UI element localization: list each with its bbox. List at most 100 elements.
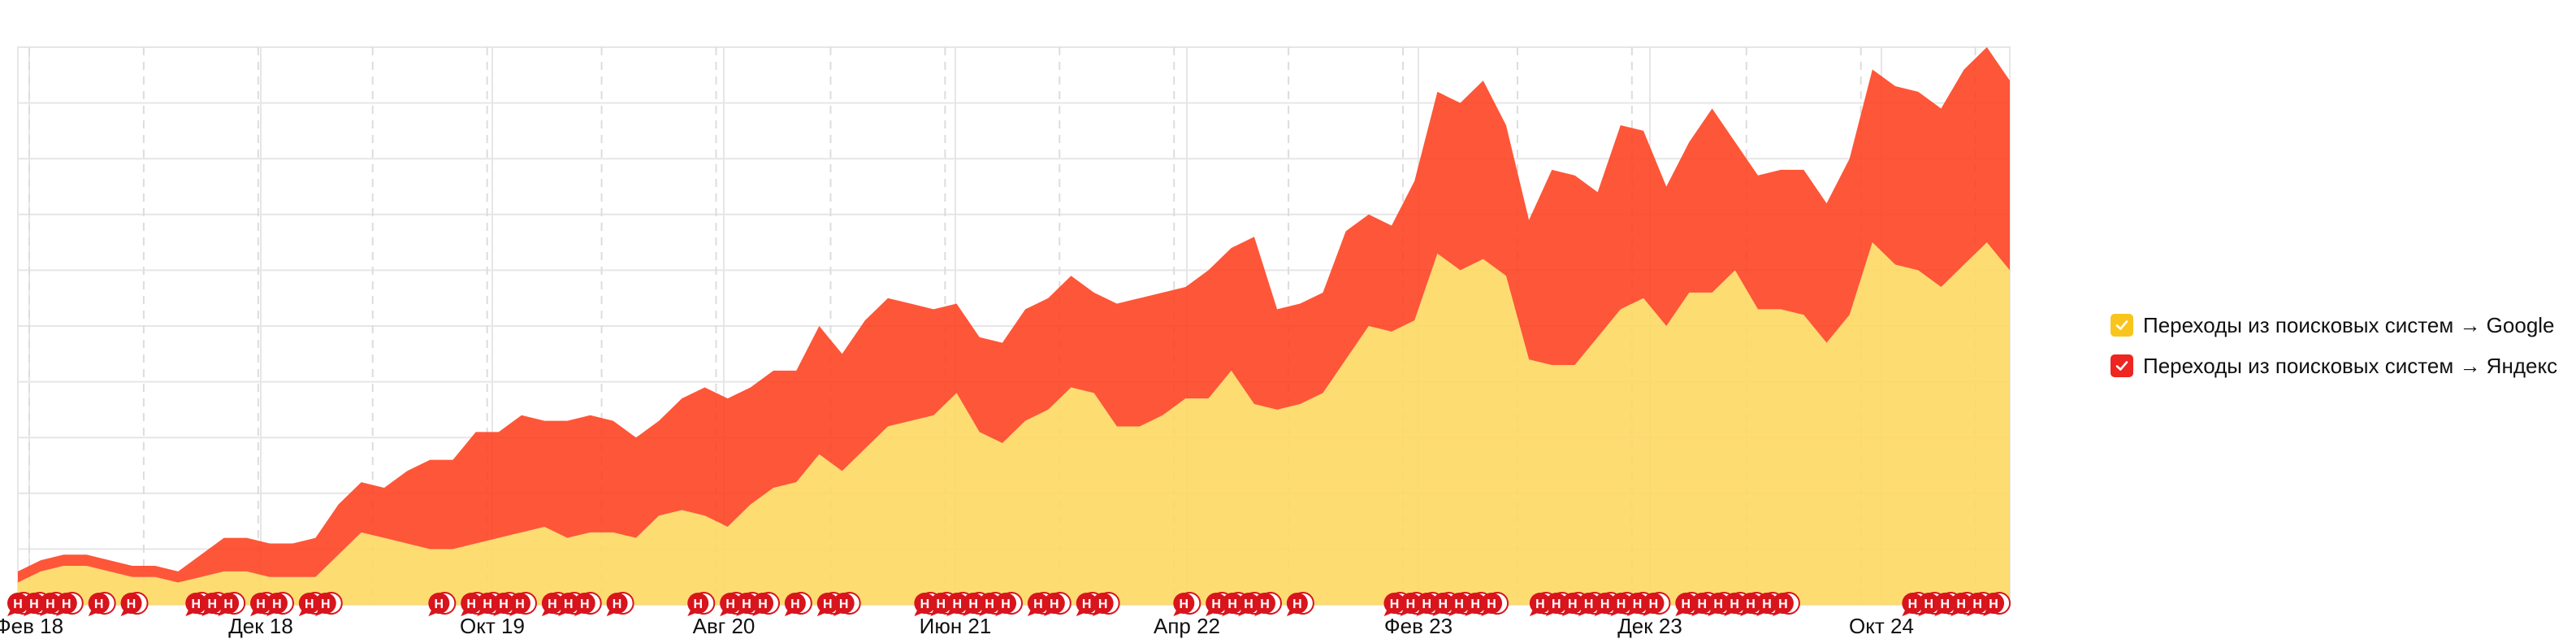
annotation-marker-label: H [1535,598,1545,611]
annotation-marker-label: H [192,598,201,611]
annotation-marker-label: H [435,598,444,611]
annotation-marker-label: H [1470,598,1480,611]
annotation-marker-label: H [1924,598,1934,611]
annotation-marker-label: H [1001,598,1011,611]
legend-label-google: Переходы из поисковых систем → Google [2143,312,2555,337]
annotation-marker-label: H [1211,598,1221,611]
x-tick-label: Авг 20 [693,614,755,638]
annotation-marker[interactable]: H [1772,592,1800,616]
annotation-marker-label: H [207,598,217,611]
legend-checkbox-google[interactable] [2111,314,2133,337]
x-axis: Фев 18 Дек 18 Окт 19 Авг 20 Июн 21 Апр 22 Фев … [0,614,1914,638]
annotation-marker[interactable]: H [1481,592,1509,616]
annotation-marker[interactable]: H [88,592,116,616]
annotation-marker-label: H [1454,598,1464,611]
annotation-marker-label: H [1390,598,1400,611]
annotation-marker[interactable]: H [1253,592,1282,616]
legend: Переходы из поисковых систем → Google Пе… [2111,305,2557,386]
annotation-marker[interactable]: H [314,592,343,616]
annotation-marker[interactable]: H [1643,592,1671,616]
annotation-marker-label: H [1033,598,1043,611]
annotation-marker-label: H [1697,598,1707,611]
annotation-marker[interactable]: H [1043,592,1072,616]
annotation-marker-label: H [1972,598,1982,611]
annotation-marker-label: H [1956,598,1966,611]
x-tick-label: Дек 23 [1617,614,1682,638]
annotation-marker[interactable]: H [55,592,84,616]
legend-item-yandex[interactable]: Переходы из поисковых систем → Яндекс [2111,346,2557,386]
annotation-marker-label: H [1989,598,1998,611]
annotation-marker[interactable]: H [833,592,861,616]
annotation-marker[interactable]: H [1286,592,1314,616]
annotation-marker-label: H [613,598,622,611]
annotation-marker[interactable]: H [687,592,716,616]
annotation-marker-label: H [223,598,233,611]
x-tick-label: Июн 21 [920,614,992,638]
annotation-marker-label: H [272,598,282,611]
annotation-marker-label: H [94,598,104,611]
annotation-marker-label: H [1940,598,1950,611]
annotation-marker-label: H [1682,598,1691,611]
annotation-marker-label: H [1649,598,1659,611]
annotation-marker-label: H [1227,598,1237,611]
annotation-marker[interactable]: H [995,592,1024,616]
series-area-1 [18,47,2010,583]
annotation-marker-label: H [29,598,39,611]
annotation-marker-label: H [952,598,962,611]
annotation-marker-label: H [321,598,331,611]
annotation-marker-label: H [1082,598,1092,611]
annotation-marker-label: H [127,598,136,611]
annotation-marker-label: H [1584,598,1594,611]
annotation-marker[interactable]: H [1092,592,1120,616]
annotation-marker[interactable]: H [266,592,294,616]
legend-item-google[interactable]: Переходы из поисковых систем → Google [2111,305,2557,346]
annotation-marker[interactable]: H [428,592,457,616]
annotation-marker-label: H [1487,598,1496,611]
x-tick-label: Апр 22 [1154,614,1220,638]
annotation-marker-label: H [693,598,703,611]
annotation-marker-label: H [1180,598,1189,611]
annotation-marker-label: H [466,598,476,611]
annotation-marker-label: H [1260,598,1270,611]
annotation-marker-label: H [580,598,590,611]
annotation-marker[interactable]: H [1983,592,2011,616]
annotation-marker[interactable]: H [752,592,781,616]
annotation-marker[interactable]: H [606,592,634,616]
x-tick-label: Окт 19 [460,614,525,638]
x-tick-label: Дек 18 [228,614,293,638]
annotation-marker[interactable]: H [509,592,537,616]
annotation-marker-label: H [1292,598,1302,611]
x-tick-label: Окт 24 [1849,614,1914,638]
annotation-marker-label: H [1746,598,1756,611]
annotation-marker[interactable]: H [120,592,149,616]
chart-areas [18,47,2010,605]
annotation-marker-label: H [62,598,71,611]
annotation-marker-label: H [823,598,833,611]
annotation-marker-label: H [1244,598,1253,611]
annotation-marker-label: H [305,598,314,611]
checkmark-icon [2115,320,2128,330]
annotation-marker-label: H [13,598,23,611]
annotation-marker-label: H [1568,598,1578,611]
annotation-marker-label: H [1438,598,1448,611]
legend-checkbox-yandex[interactable] [2111,354,2133,377]
annotation-marker-label: H [920,598,930,611]
annotation-marker-label: H [1908,598,1918,611]
annotation-marker-label: H [985,598,994,611]
annotation-marker[interactable]: H [218,592,246,616]
annotation-marker-label: H [725,598,735,611]
annotation-marker-label: H [45,598,55,611]
annotation-marker[interactable]: H [1173,592,1201,616]
annotation-marker-label: H [1600,598,1610,611]
annotation-marker-label: H [937,598,946,611]
checkmark-icon [2115,361,2128,371]
annotation-marker-label: H [1552,598,1561,611]
annotation-marker-label: H [499,598,509,611]
annotation-marker-label: H [1633,598,1643,611]
annotation-marker-label: H [483,598,492,611]
series-area-0 [18,242,2010,605]
annotation-marker[interactable]: H [784,592,812,616]
annotation-marker[interactable]: H [574,592,602,616]
